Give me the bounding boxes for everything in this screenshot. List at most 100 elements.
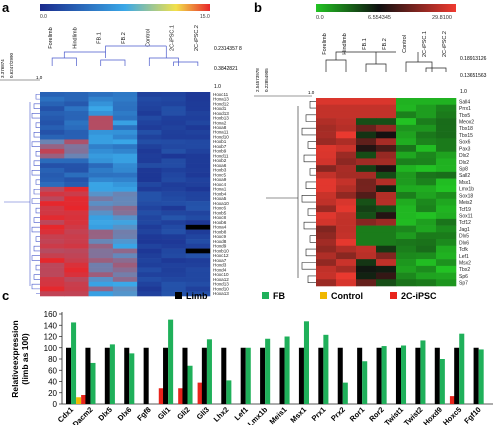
heatmap-b-cell: [436, 259, 457, 267]
heatmap-a-cell: [112, 277, 138, 283]
heatmap-b-cell: [376, 259, 397, 267]
heatmap-a-cell: [137, 92, 162, 98]
bar-fb: [265, 338, 271, 404]
heatmap-a-cell: [112, 106, 138, 112]
row-label-b: Prrx1: [459, 106, 471, 112]
heatmap-b-cell: [356, 272, 377, 280]
heatmap-b-cell: [396, 225, 417, 233]
heatmap-a-cell: [40, 148, 65, 154]
heatmap-b-cell: [376, 272, 397, 280]
row-label-b: Msx1: [459, 180, 471, 186]
heatmap-b-cell: [396, 252, 417, 260]
heatmap-a-cell: [64, 239, 89, 245]
bar-fb: [342, 382, 348, 404]
heatmap-b-cell: [336, 205, 357, 213]
heatmap-a-cell: [137, 210, 162, 216]
row-label-a: Hoxd10: [213, 134, 229, 139]
heatmap-b-cell: [376, 218, 397, 226]
heatmap-a-cell: [40, 120, 65, 126]
heatmap-a-cell: [40, 291, 65, 297]
heatmap-a-cell: [161, 229, 187, 235]
heatmap-a-cell: [137, 158, 162, 164]
bar-limb: [415, 347, 421, 404]
heatmap-b-cell: [356, 98, 377, 106]
bar-fb: [206, 339, 212, 404]
heatmap-a-cell: [88, 115, 114, 121]
heatmap-a-cell: [185, 201, 211, 207]
heatmap-a-cell: [161, 186, 187, 192]
heatmap-a-cell: [64, 148, 89, 154]
heatmap-a-cell: [88, 158, 114, 164]
heatmap-a-cell: [161, 125, 187, 131]
heatmap-a-cell: [88, 96, 114, 102]
legend-label: FB: [273, 291, 285, 301]
heatmap-b-cell: [436, 111, 457, 119]
category-label: Meis1: [268, 405, 289, 425]
row-label-a: Hoxb5: [213, 210, 227, 215]
heatmap-a-cell: [161, 286, 187, 292]
heatmap-b-cell: [336, 131, 357, 139]
heatmap-a-cell: [88, 110, 114, 117]
row-label-a: Hoxd13: [213, 282, 229, 287]
heatmap-b-cell: [356, 205, 377, 213]
row-label-a: Hoxa9: [213, 177, 227, 182]
heatmap-a-cell: [88, 224, 114, 230]
heatmap-b-cell: [436, 245, 457, 253]
heatmap-a-cell: [40, 253, 65, 259]
bar-fb: [168, 319, 174, 404]
row-label-b: Tcfk: [459, 247, 468, 253]
heatmap-b-cell: [336, 158, 357, 166]
heatmap-a-cell: [137, 262, 162, 268]
heatmap-b-cell: [336, 279, 357, 287]
heatmap-a-cell: [161, 291, 187, 297]
heatmap-b-cell: [316, 111, 337, 119]
heatmap-b-cell: [416, 239, 437, 247]
heatmap-b-cell: [376, 225, 397, 233]
row-label-b: Lef1: [459, 254, 469, 260]
heatmap-b-cell: [416, 212, 437, 220]
heatmap-b-cell: [436, 265, 457, 273]
row-label-a: Hoxb2: [213, 158, 227, 163]
heatmap-b-cell: [336, 265, 357, 273]
heatmap-b-cell: [356, 158, 377, 166]
heatmap-a-cell: [112, 267, 138, 273]
heatmap-b-cell: [336, 239, 357, 247]
bar-fb: [420, 340, 426, 404]
heatmap-a-cell: [40, 196, 65, 202]
heatmap-b-cell: [436, 212, 457, 220]
heatmap-a-cell: [137, 110, 162, 117]
row-label-b: Dlx2: [459, 160, 469, 166]
heatmap-a-cell: [112, 92, 138, 98]
heatmap-b-cell: [316, 265, 337, 273]
heatmap-b-cell: [376, 279, 397, 287]
heatmap-a-cell: [137, 277, 162, 283]
row-label-a: Hoxa12: [213, 277, 229, 282]
heatmap-a-cell: [88, 234, 114, 240]
row-label-a: Hoxa2: [213, 120, 227, 125]
heatmap-a-cell: [161, 234, 187, 240]
heatmap-a-cell: [185, 129, 211, 135]
heatmap-a-cell: [88, 120, 114, 126]
heatmap-a-cell: [40, 167, 65, 173]
row-label-b: Sox11: [459, 214, 473, 220]
heatmap-b-cell: [356, 185, 377, 193]
legend-swatch: [175, 292, 182, 299]
column-label-a: FB.1: [97, 32, 103, 44]
column-label-b: Forelimb: [322, 33, 328, 54]
heatmap-b-cell: [436, 192, 457, 200]
heatmap-b-cell: [316, 239, 337, 247]
heatmap-a-cell: [185, 286, 211, 292]
heatmap-a-cell: [88, 272, 114, 278]
legend-swatch: [390, 292, 397, 299]
heatmap-b-cell: [436, 151, 457, 159]
heatmap-a-cell: [137, 96, 162, 102]
row-label-a: Hoxd13: [213, 111, 229, 116]
heatmap-a-cell: [112, 167, 138, 173]
heatmap-a-cell: [185, 139, 211, 145]
heatmap-b-cell: [336, 118, 357, 126]
y-tick-label: 80: [48, 355, 57, 364]
heatmap-a-cell: [112, 286, 138, 292]
heatmap-a-cell: [185, 229, 211, 235]
category-label: Gli2: [175, 405, 191, 421]
bar-limb: [376, 347, 382, 404]
